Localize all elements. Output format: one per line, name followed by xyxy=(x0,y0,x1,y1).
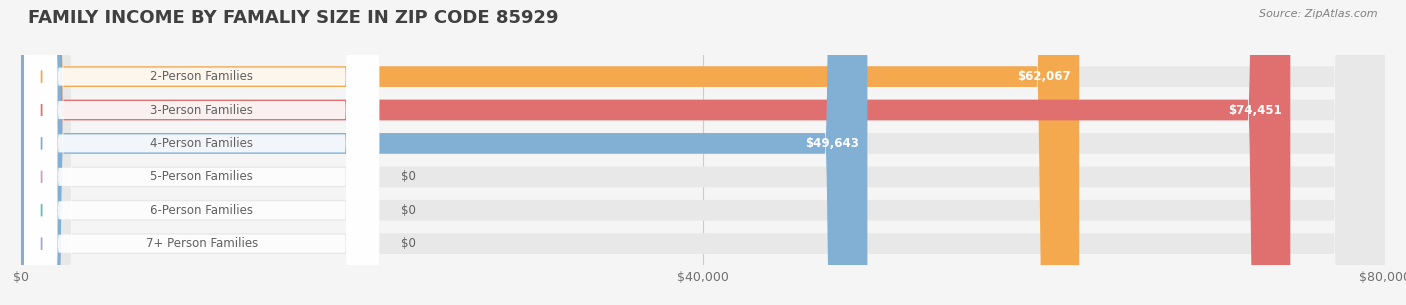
FancyBboxPatch shape xyxy=(24,0,380,305)
FancyBboxPatch shape xyxy=(24,0,380,305)
FancyBboxPatch shape xyxy=(21,0,1385,305)
FancyBboxPatch shape xyxy=(21,0,1080,305)
Text: 3-Person Families: 3-Person Families xyxy=(150,103,253,117)
Text: $0: $0 xyxy=(401,204,416,217)
FancyBboxPatch shape xyxy=(24,0,380,305)
FancyBboxPatch shape xyxy=(21,0,1385,305)
FancyBboxPatch shape xyxy=(21,0,1385,305)
Text: 4-Person Families: 4-Person Families xyxy=(150,137,253,150)
FancyBboxPatch shape xyxy=(24,0,380,305)
Text: $0: $0 xyxy=(401,237,416,250)
FancyBboxPatch shape xyxy=(21,0,1385,305)
Text: 5-Person Families: 5-Person Families xyxy=(150,170,253,183)
Text: $49,643: $49,643 xyxy=(806,137,859,150)
Text: 6-Person Families: 6-Person Families xyxy=(150,204,253,217)
Text: 7+ Person Families: 7+ Person Families xyxy=(146,237,257,250)
FancyBboxPatch shape xyxy=(24,0,380,305)
FancyBboxPatch shape xyxy=(24,0,380,305)
FancyBboxPatch shape xyxy=(21,0,1385,305)
FancyBboxPatch shape xyxy=(21,0,1385,305)
Text: $62,067: $62,067 xyxy=(1017,70,1070,83)
FancyBboxPatch shape xyxy=(21,0,1291,305)
Text: $0: $0 xyxy=(401,170,416,183)
Text: FAMILY INCOME BY FAMALIY SIZE IN ZIP CODE 85929: FAMILY INCOME BY FAMALIY SIZE IN ZIP COD… xyxy=(28,9,558,27)
FancyBboxPatch shape xyxy=(21,0,868,305)
Text: $74,451: $74,451 xyxy=(1227,103,1282,117)
Text: Source: ZipAtlas.com: Source: ZipAtlas.com xyxy=(1260,9,1378,19)
Text: 2-Person Families: 2-Person Families xyxy=(150,70,253,83)
